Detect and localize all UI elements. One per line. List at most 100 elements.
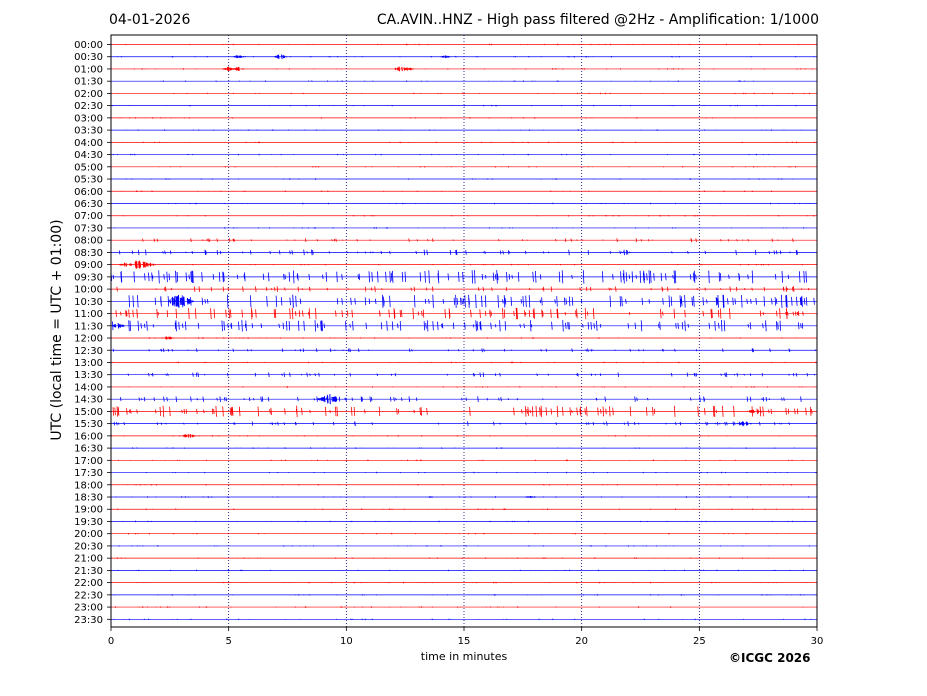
y-tick-label: 12:00	[74, 334, 103, 345]
trace-noise	[114, 606, 804, 608]
y-tick-label: 21:30	[74, 566, 103, 577]
trace-noise	[125, 178, 793, 180]
y-tick-label: 00:30	[74, 52, 103, 63]
trace-event	[746, 409, 761, 414]
x-tick-label: 30	[811, 636, 824, 647]
trace-event	[231, 66, 245, 71]
trace-noise	[122, 214, 815, 217]
trace-noise	[113, 618, 812, 621]
y-tick-label: 03:30	[74, 126, 103, 137]
x-tick-label: 15	[458, 636, 471, 647]
trace-noise	[125, 129, 803, 132]
chart-date: 04-01-2026	[109, 12, 191, 28]
y-tick-label: 09:30	[74, 272, 103, 283]
y-tick-label: 21:00	[74, 554, 103, 565]
trace-noise	[112, 405, 813, 418]
trace-noise	[112, 319, 804, 332]
trace-noise	[116, 286, 810, 293]
y-tick-label: 18:00	[74, 480, 103, 491]
y-tick-label: 20:00	[74, 529, 103, 540]
y-tick-label: 15:00	[74, 407, 103, 418]
trace-noise	[116, 557, 769, 560]
chart-title: CA.AVIN..HNZ - High pass filtered @2Hz -…	[376, 12, 819, 28]
y-tick-label: 14:00	[74, 382, 103, 393]
x-axis-label: time in minutes	[420, 650, 508, 663]
trace-noise	[145, 471, 817, 474]
trace-noise	[118, 545, 811, 547]
y-tick-label: 10:00	[74, 285, 103, 296]
y-tick-label: 02:30	[74, 101, 103, 112]
y-tick-label: 20:30	[74, 541, 103, 552]
trace-event	[232, 55, 245, 59]
y-tick-label: 03:00	[74, 113, 103, 124]
y-tick-label: 17:00	[74, 456, 103, 467]
trace-noise	[127, 532, 790, 535]
trace-noise	[120, 190, 773, 193]
y-tick-label: 23:30	[74, 615, 103, 626]
trace-event	[316, 397, 330, 402]
y-tick-label: 06:00	[74, 187, 103, 198]
y-tick-label: 02:00	[74, 89, 103, 100]
x-tick-label: 5	[225, 636, 231, 647]
trace-noise	[128, 386, 816, 388]
y-tick-label: 17:30	[74, 468, 103, 479]
y-tick-label: 05:00	[74, 162, 103, 173]
trace-noise	[112, 348, 816, 353]
trace-event	[118, 262, 132, 267]
y-tick-label: 18:30	[74, 493, 103, 504]
trace-event	[141, 262, 156, 267]
trace-noise	[112, 104, 797, 107]
y-tick-label: 12:30	[74, 346, 103, 357]
plot-frame	[110, 34, 818, 628]
trace-noise	[136, 581, 808, 584]
y-tick-label: 11:30	[74, 321, 103, 332]
trace-noise	[115, 307, 818, 320]
y-tick-label: 09:00	[74, 260, 103, 271]
trace-noise	[122, 520, 806, 523]
y-tick-label: 19:30	[74, 517, 103, 528]
trace-noise	[126, 483, 793, 486]
trace-noise	[117, 459, 804, 462]
trace-event	[112, 323, 125, 329]
trace-noise	[158, 165, 797, 168]
trace-noise	[113, 421, 818, 426]
trace-noise	[113, 569, 805, 572]
trace-event	[174, 297, 195, 305]
y-tick-label: 08:30	[74, 248, 103, 259]
y-tick-label: 10:30	[74, 297, 103, 308]
y-tick-label: 06:30	[74, 199, 103, 210]
trace-event	[181, 433, 196, 438]
x-tick-label: 0	[108, 636, 114, 647]
trace-noise	[110, 270, 807, 284]
y-tick-label: 07:30	[74, 223, 103, 234]
trace-event	[274, 54, 288, 60]
trace-noise	[115, 496, 810, 498]
y-tick-label: 22:30	[74, 590, 103, 601]
trace-noise	[112, 361, 817, 364]
trace-noise	[118, 249, 798, 256]
y-tick-label: 16:30	[74, 444, 103, 455]
trace-event	[161, 336, 174, 340]
y-tick-label: 22:00	[74, 578, 103, 589]
y-tick-label: 13:00	[74, 358, 103, 369]
trace-noise	[113, 593, 815, 596]
trace-noise	[148, 337, 797, 339]
trace-noise	[119, 116, 758, 119]
trace-noise	[125, 43, 799, 46]
y-tick-label: 08:00	[74, 236, 103, 247]
y-tick-label: 04:00	[74, 138, 103, 149]
x-tick-label: 10	[340, 636, 353, 647]
trace-noise	[127, 372, 816, 378]
trace-noise	[133, 68, 813, 70]
trace-noise	[113, 227, 807, 229]
trace-noise	[111, 434, 816, 437]
y-tick-label: 19:00	[74, 505, 103, 516]
trace-event	[439, 55, 451, 59]
trace-event	[524, 495, 536, 499]
y-tick-label: 15:30	[74, 419, 103, 430]
trace-event	[737, 421, 752, 427]
y-tick-label: 11:00	[74, 309, 103, 320]
trace-noise	[142, 238, 794, 243]
copyright-text: ©ICGC 2026	[729, 651, 811, 665]
